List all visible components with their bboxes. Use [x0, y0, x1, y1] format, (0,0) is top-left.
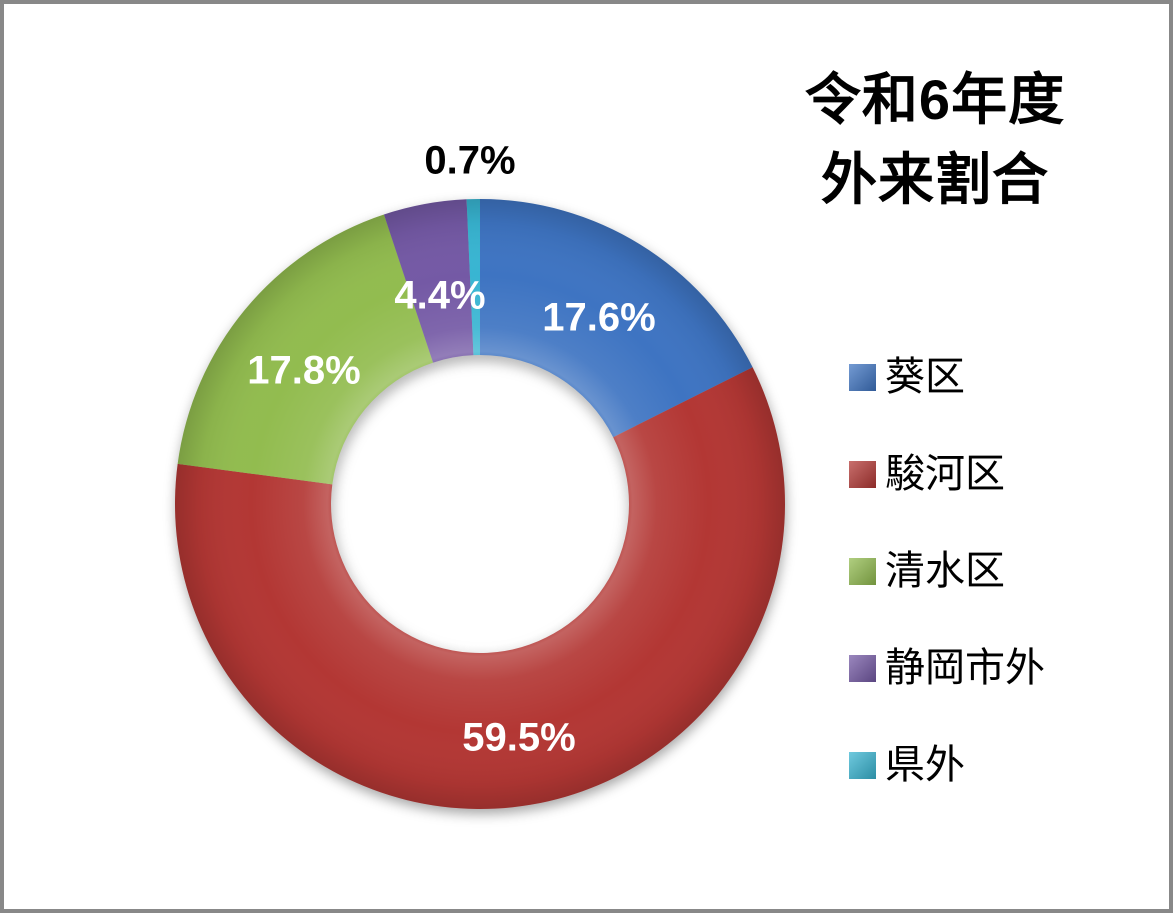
legend-swatch-icon: [849, 751, 876, 779]
data-label-suruga-ku: 59.5%: [462, 715, 576, 760]
data-label-shimizu-ku: 17.8%: [247, 348, 361, 393]
data-label-outside-prefecture: 0.7%: [424, 138, 516, 183]
legend-item-shimizu-ku: 清水区: [849, 550, 1045, 592]
legend-swatch-icon: [849, 557, 876, 585]
legend-label: 駿河区: [885, 452, 1005, 496]
chart-title-line1: 令和6年度: [804, 68, 1066, 131]
legend-item-suruga-ku: 駿河区: [849, 453, 1045, 495]
legend-swatch-icon: [849, 460, 876, 488]
chart-title-line2: 外来割合: [821, 148, 1049, 211]
legend-label: 県外: [885, 743, 965, 787]
legend-label: 静岡市外: [885, 646, 1045, 690]
legend-item-aoi-ku: 葵区: [849, 356, 1045, 398]
legend-label: 清水区: [885, 549, 1005, 593]
data-label-outside-city: 4.4%: [394, 273, 486, 318]
legend-label: 葵区: [885, 355, 965, 399]
chart-title: 令和6年度 外来割合: [767, 60, 1103, 220]
legend-swatch-icon: [849, 654, 876, 682]
legend-item-outside-city: 静岡市外: [849, 647, 1045, 689]
chart-legend: 葵区 駿河区 清水区 静岡市外 県外: [849, 356, 1045, 841]
legend-item-outside-prefecture: 県外: [849, 744, 1045, 786]
legend-swatch-icon: [849, 363, 876, 391]
data-label-aoi-ku: 17.6%: [542, 295, 656, 340]
